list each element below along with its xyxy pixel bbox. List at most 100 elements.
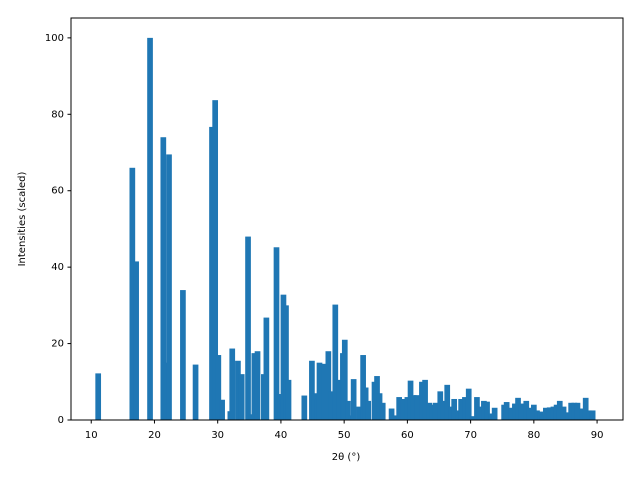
bar	[444, 384, 451, 420]
bar	[515, 397, 521, 420]
bar	[419, 381, 425, 420]
bar	[391, 415, 398, 420]
bar	[484, 401, 490, 420]
x-tick-label: 80	[527, 430, 540, 441]
bar	[451, 398, 458, 420]
bar	[192, 364, 199, 420]
bar	[356, 406, 363, 420]
bar	[469, 416, 476, 420]
bar	[376, 393, 383, 420]
y-tick-label: 60	[51, 186, 64, 197]
bar	[160, 137, 167, 420]
bar	[491, 407, 498, 420]
bar	[410, 395, 417, 420]
x-tick-label: 70	[464, 430, 477, 441]
bar	[571, 402, 578, 420]
bar	[350, 379, 357, 420]
bar	[568, 402, 574, 420]
x-tick-label: 20	[148, 430, 161, 441]
bar	[455, 410, 461, 420]
bar	[574, 402, 581, 420]
bar	[429, 404, 436, 420]
bar	[209, 126, 215, 420]
bar	[432, 402, 439, 420]
bar	[254, 351, 261, 420]
bar	[212, 100, 219, 421]
bar	[476, 406, 483, 420]
bar	[534, 410, 540, 420]
x-tick-label: 40	[275, 430, 288, 441]
bar	[414, 395, 420, 420]
bar	[379, 402, 386, 420]
bar	[215, 355, 222, 420]
y-tick-label: 100	[45, 33, 64, 44]
bar	[579, 408, 585, 420]
bar	[582, 397, 589, 420]
bar	[328, 391, 335, 420]
bar	[586, 410, 592, 420]
bar	[316, 362, 323, 420]
bar	[422, 379, 428, 420]
x-tick-label: 30	[211, 430, 224, 441]
bar	[166, 154, 172, 420]
bar	[95, 373, 102, 420]
bar	[550, 406, 557, 420]
plot-frame	[70, 17, 624, 421]
bar	[285, 379, 292, 420]
bar	[332, 304, 339, 420]
bar	[309, 360, 315, 420]
bar	[508, 407, 515, 420]
x-tick-label: 90	[591, 430, 604, 441]
bar	[589, 410, 596, 420]
x-tick-label: 10	[85, 430, 98, 441]
bar	[365, 400, 372, 420]
bar	[180, 290, 186, 420]
bar	[235, 360, 241, 420]
bar	[531, 404, 537, 420]
bar	[325, 351, 332, 420]
bar	[229, 348, 236, 420]
bar	[543, 407, 549, 420]
x-tick-label: 60	[401, 430, 414, 441]
bar	[440, 400, 447, 420]
bar	[273, 247, 280, 420]
bar	[251, 353, 258, 420]
bar	[518, 403, 525, 420]
bar	[503, 402, 510, 420]
bar	[539, 414, 546, 420]
bar	[465, 388, 472, 420]
bar	[129, 167, 136, 420]
y-tick-label: 80	[51, 109, 64, 120]
y-tick-label: 20	[51, 339, 64, 350]
bar	[263, 317, 270, 420]
bar	[245, 236, 251, 420]
bar	[163, 362, 169, 420]
x-tick-label: 50	[338, 430, 351, 441]
bar	[565, 412, 571, 420]
y-tick-label: 0	[58, 415, 64, 426]
y-axis-label: Intensities (scaled)	[17, 171, 28, 266]
bar	[321, 363, 328, 420]
bar	[512, 403, 518, 420]
bar	[341, 339, 348, 420]
bar	[448, 406, 454, 420]
bar	[546, 407, 553, 420]
bar	[400, 398, 406, 420]
bar	[437, 391, 444, 420]
bar	[488, 413, 495, 420]
bar	[526, 407, 533, 420]
bar	[556, 400, 563, 420]
bar	[147, 37, 153, 420]
bar	[238, 374, 245, 420]
bar	[458, 398, 464, 420]
bar	[396, 397, 403, 420]
x-axis-label: 2θ (°)	[332, 452, 361, 463]
bar	[553, 404, 560, 420]
bar	[426, 402, 433, 420]
bar	[404, 397, 411, 420]
bar	[345, 400, 351, 420]
bar	[311, 393, 318, 420]
bar	[133, 261, 139, 420]
bar	[336, 379, 342, 420]
